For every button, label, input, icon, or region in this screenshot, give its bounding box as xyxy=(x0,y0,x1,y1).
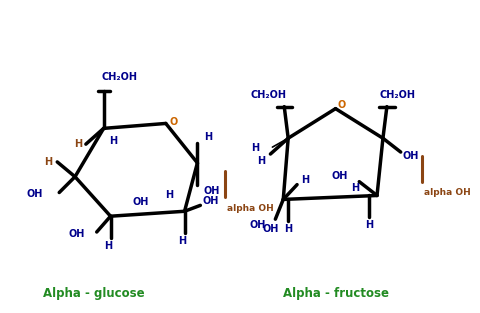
Text: CH₂OH: CH₂OH xyxy=(250,90,286,100)
Text: OH: OH xyxy=(132,198,148,208)
Text: OH: OH xyxy=(68,229,84,239)
Text: H: H xyxy=(257,156,265,166)
Text: H: H xyxy=(104,241,112,251)
Text: OH: OH xyxy=(402,151,418,161)
Text: OH: OH xyxy=(202,196,218,206)
Text: OH: OH xyxy=(330,171,347,181)
Text: alpha OH: alpha OH xyxy=(423,188,470,197)
Text: H: H xyxy=(204,132,212,142)
Text: OH: OH xyxy=(263,224,279,234)
Text: H: H xyxy=(74,139,82,149)
Text: H: H xyxy=(300,175,309,185)
Text: H: H xyxy=(350,182,359,192)
Text: OH: OH xyxy=(203,186,219,196)
Text: Alpha - fructose: Alpha - fructose xyxy=(282,287,388,300)
Text: Alpha - glucose: Alpha - glucose xyxy=(43,287,144,300)
Text: CH₂OH: CH₂OH xyxy=(379,90,415,100)
Text: CH₂OH: CH₂OH xyxy=(101,72,137,82)
Text: H: H xyxy=(164,191,172,201)
Text: OH: OH xyxy=(26,189,42,199)
Text: H: H xyxy=(364,220,372,230)
Text: H: H xyxy=(109,136,117,146)
Text: OH: OH xyxy=(249,220,265,230)
Text: H: H xyxy=(251,143,259,153)
Text: O: O xyxy=(169,117,178,127)
Text: O: O xyxy=(337,100,345,110)
Text: H: H xyxy=(284,224,292,234)
Text: H: H xyxy=(44,157,52,167)
Text: H: H xyxy=(178,236,186,246)
Text: alpha OH: alpha OH xyxy=(227,204,273,213)
